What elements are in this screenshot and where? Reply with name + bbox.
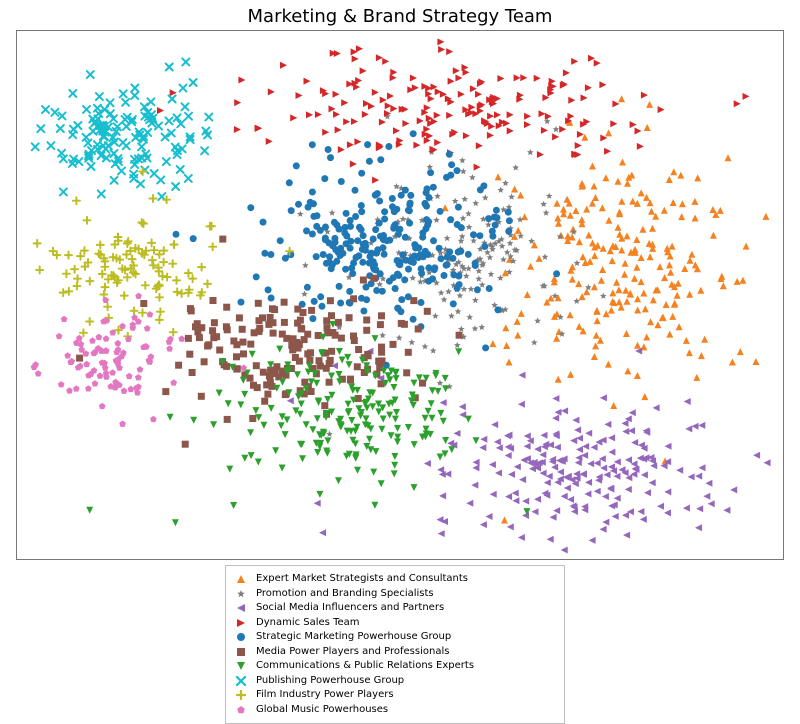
legend-label: Dynamic Sales Team <box>256 616 360 631</box>
legend-row: Publishing Powerhouse Group <box>234 674 554 689</box>
legend-row: Dynamic Sales Team <box>234 616 554 631</box>
scatter-series <box>32 58 213 200</box>
legend-label: Promotion and Branding Specialists <box>256 587 434 602</box>
legend-row: Media Power Players and Professionals <box>234 645 554 660</box>
legend-marker-icon <box>234 690 248 700</box>
legend-marker-icon <box>234 589 248 599</box>
legend-label: Publishing Powerhouse Group <box>256 674 404 689</box>
legend-row: Expert Market Strategists and Consultant… <box>234 572 554 587</box>
legend-marker-icon <box>234 676 248 686</box>
legend: Expert Market Strategists and Consultant… <box>225 565 565 724</box>
legend-marker-icon <box>234 603 248 613</box>
legend-marker-icon <box>234 647 248 657</box>
legend-row: Film Industry Power Players <box>234 688 554 703</box>
legend-row: Global Music Powerhouses <box>234 703 554 718</box>
legend-row: Communications & Public Relations Expert… <box>234 659 554 674</box>
legend-row: Promotion and Branding Specialists <box>234 587 554 602</box>
legend-marker-icon <box>234 574 248 584</box>
legend-row: Social Media Influencers and Partners <box>234 601 554 616</box>
legend-label: Global Music Powerhouses <box>256 703 388 718</box>
chart-title: Marketing & Brand Strategy Team <box>0 6 800 27</box>
legend-label: Film Industry Power Players <box>256 688 394 703</box>
legend-label: Strategic Marketing Powerhouse Group <box>256 630 451 645</box>
legend-marker-icon <box>234 705 248 715</box>
legend-marker-icon <box>234 661 248 671</box>
legend-label: Expert Market Strategists and Consultant… <box>256 572 468 587</box>
legend-row: Strategic Marketing Powerhouse Group <box>234 630 554 645</box>
scatter-svg <box>17 31 785 561</box>
legend-label: Social Media Influencers and Partners <box>256 601 444 616</box>
scatter-plot-area <box>16 30 784 560</box>
page-root: { "chart": { "type": "scatter", "title":… <box>0 0 800 707</box>
legend-marker-icon <box>234 632 248 642</box>
legend-label: Communications & Public Relations Expert… <box>256 659 474 674</box>
legend-marker-icon <box>234 618 248 628</box>
legend-label: Media Power Players and Professionals <box>256 645 449 660</box>
